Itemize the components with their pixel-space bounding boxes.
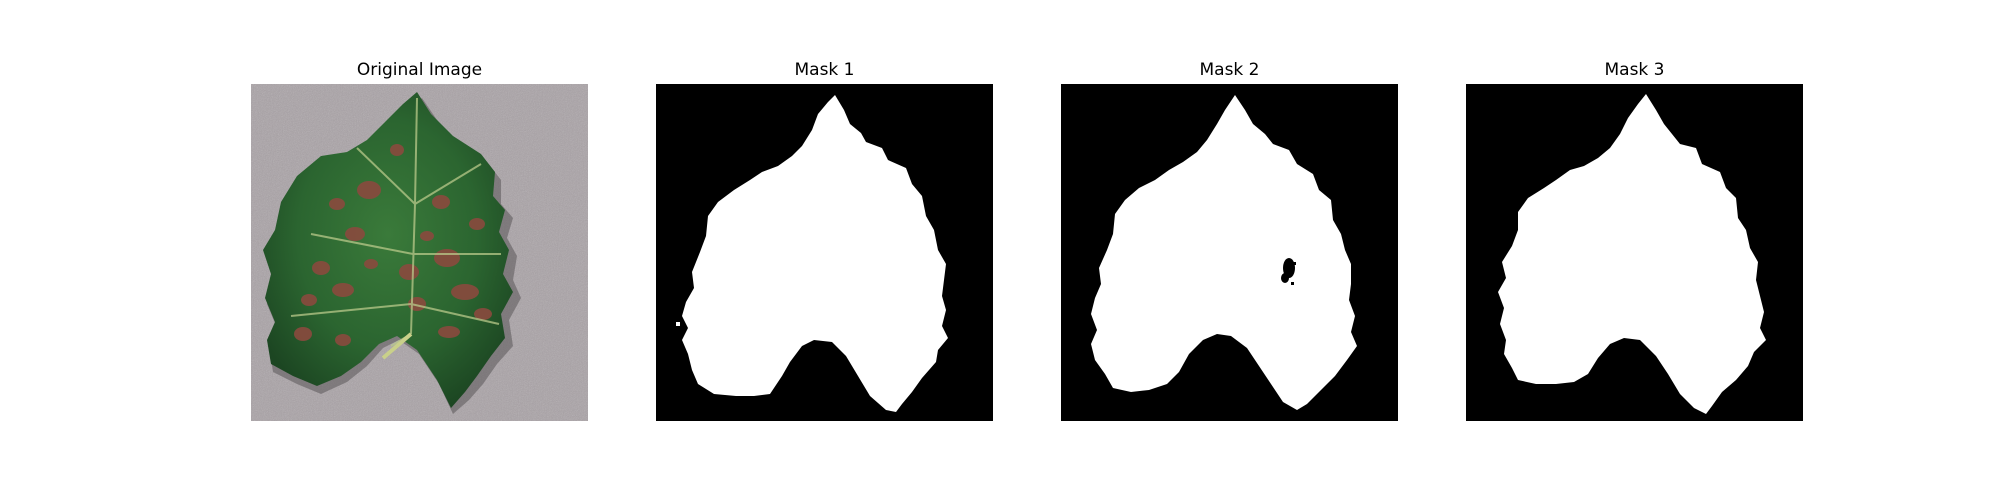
panel-original-image: Original Image — [251, 0, 588, 500]
leaf-petiole — [381, 332, 413, 360]
mask-2-leaf-region — [1091, 95, 1357, 410]
panel-title-mask-3: Mask 3 — [1604, 60, 1665, 80]
mask-2-frame — [1061, 84, 1398, 421]
panel-title-original: Original Image — [356, 60, 483, 80]
original-image-frame — [251, 84, 588, 421]
mask-2-lesion-hole — [1281, 258, 1296, 285]
mask-3-leaf-region — [1498, 94, 1766, 414]
mask-1-speck — [676, 322, 680, 326]
mask-1-frame — [656, 84, 993, 421]
mask-1-leaf-region — [682, 95, 948, 412]
panel-mask-2: Mask 2 — [1061, 0, 1398, 500]
panel-title-mask-2: Mask 2 — [1199, 60, 1260, 80]
leaf-lesions — [294, 144, 492, 346]
original-leaf-photo — [251, 84, 588, 421]
mask-3-image — [1466, 84, 1803, 421]
mask-3-frame — [1466, 84, 1803, 421]
mask-2-image — [1061, 84, 1398, 421]
panel-title-mask-1: Mask 1 — [794, 60, 855, 80]
leaf-veins — [290, 97, 501, 347]
mask-1-image — [656, 84, 993, 421]
panel-mask-3: Mask 3 — [1466, 0, 1803, 500]
panel-mask-1: Mask 1 — [656, 0, 993, 500]
